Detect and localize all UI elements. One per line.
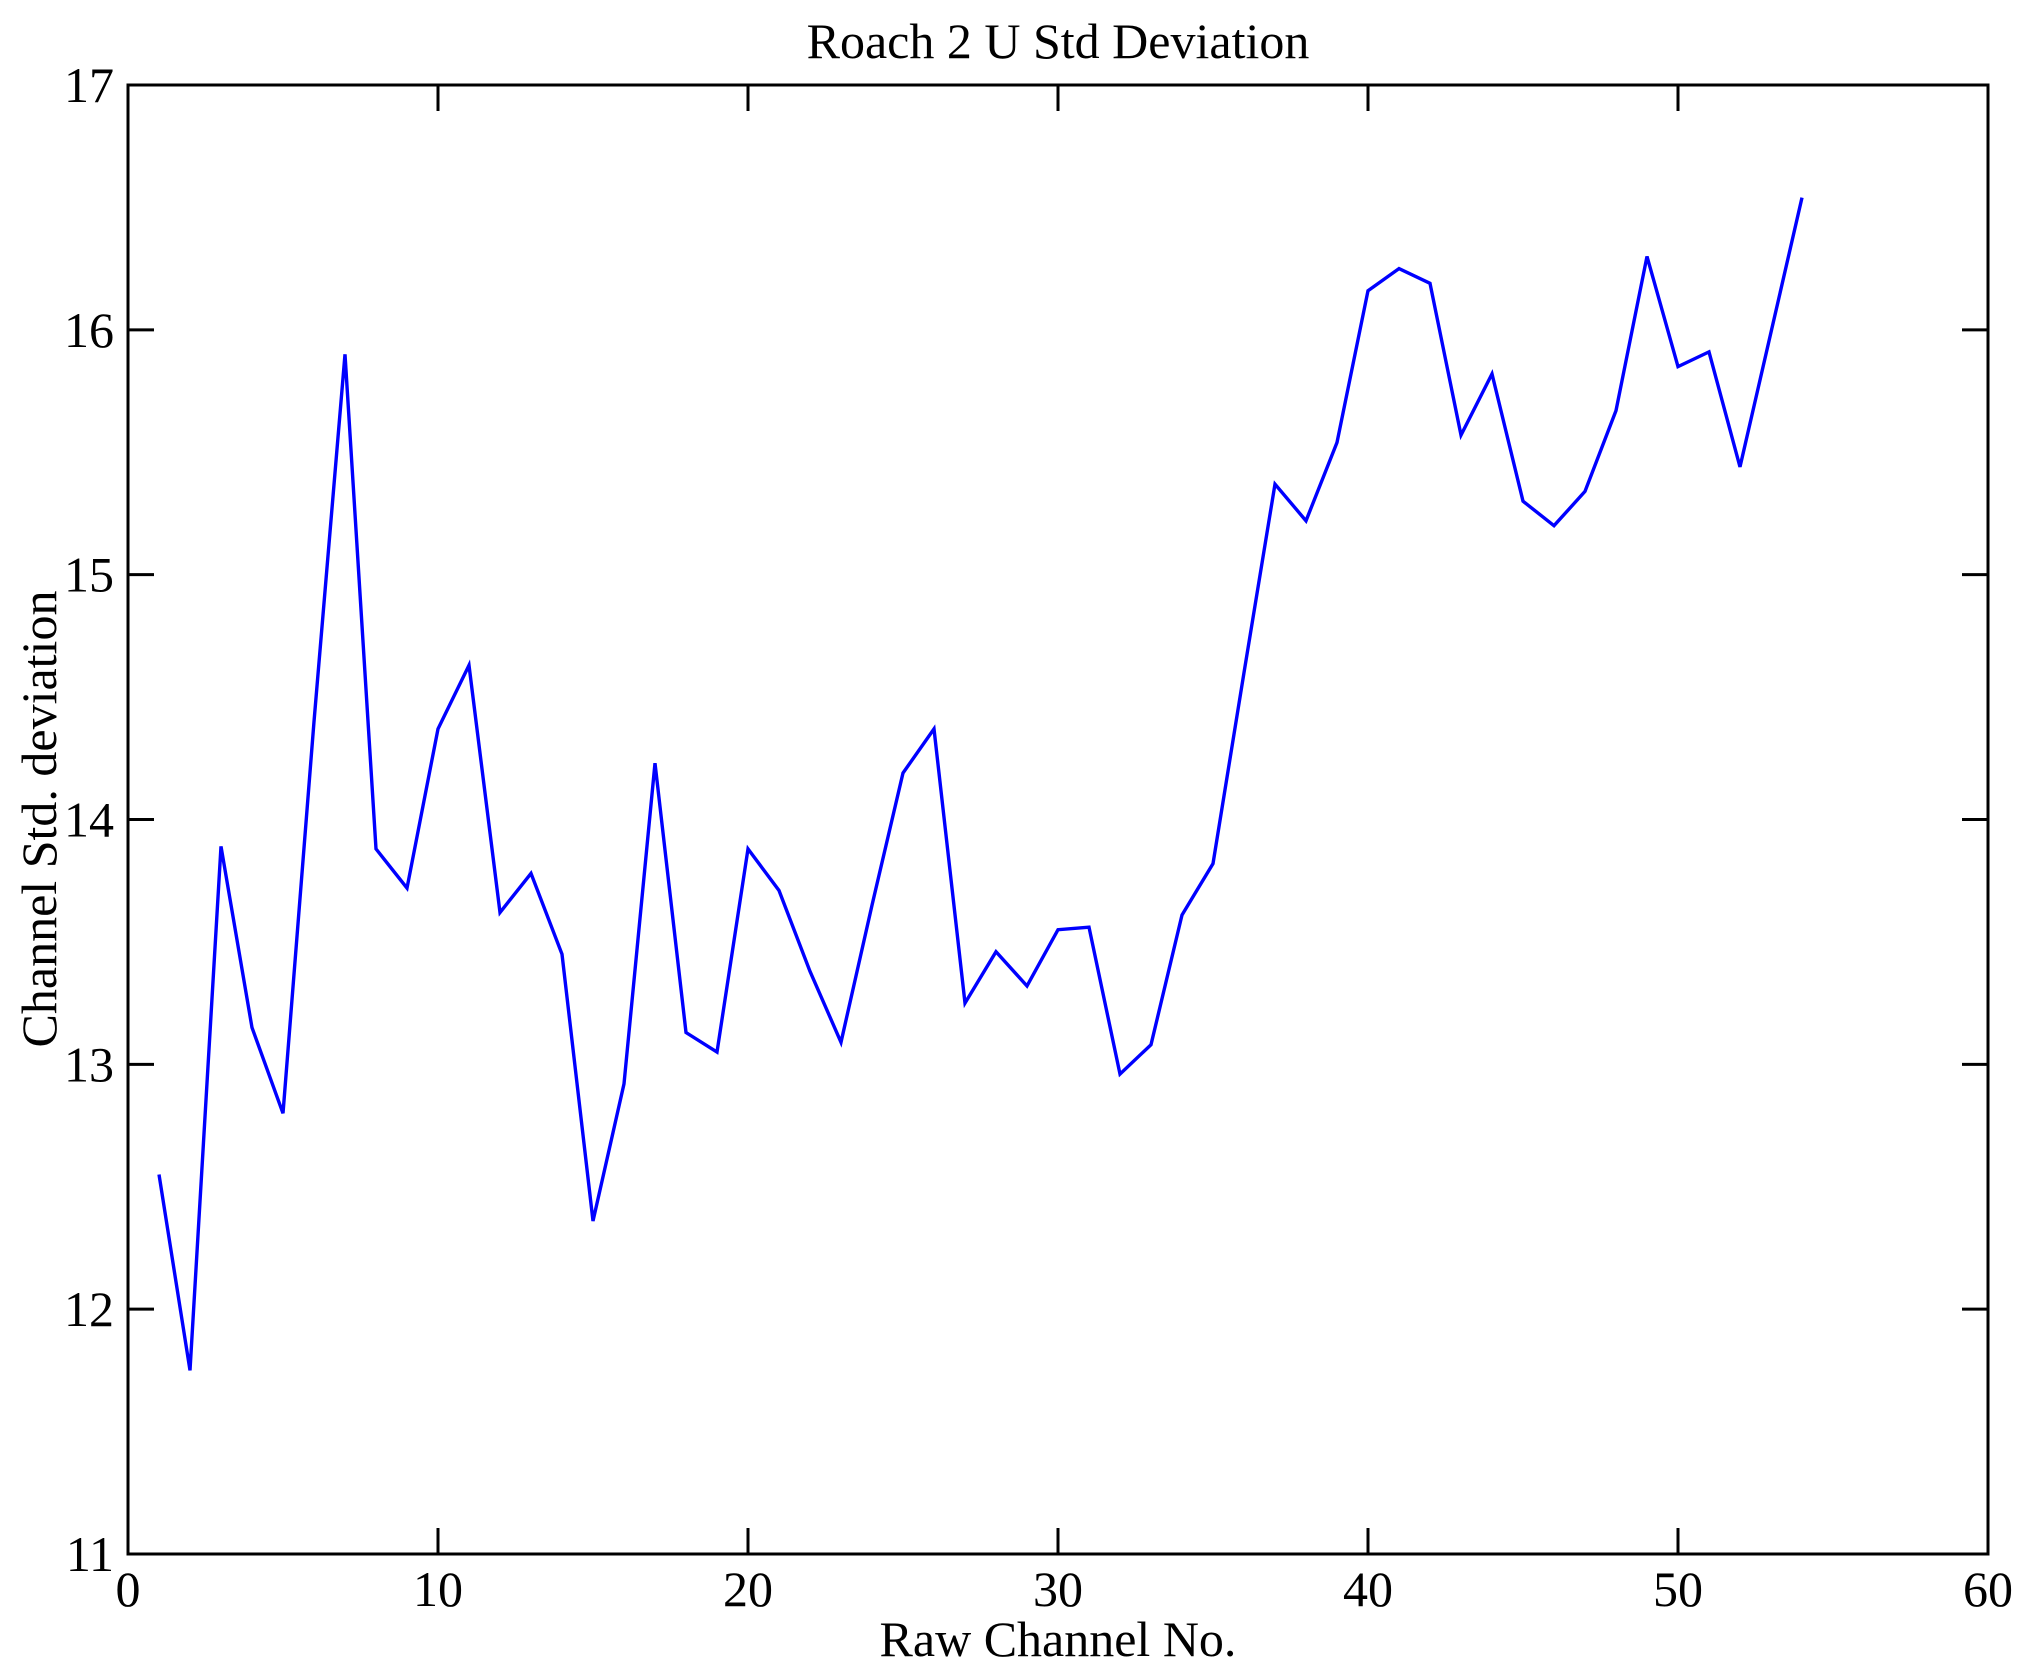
y-tick-label: 11 [66,1526,114,1582]
y-tick-labels: 11 12 13 14 15 16 17 [64,57,114,1582]
y-axis-label: Channel Std. deviation [11,591,67,1048]
chart-title: Roach 2 U Std Deviation [807,13,1310,69]
y-tick-label: 15 [64,547,114,603]
y-tick-label: 17 [64,57,114,113]
x-tick-label: 30 [1033,1561,1083,1617]
plot-area [128,85,1988,1554]
x-tick-label: 60 [1963,1561,2013,1617]
x-tick-labels: 0 10 20 30 40 50 60 [116,1561,2014,1617]
data-series-line [157,197,1804,1371]
y-tick-label: 13 [64,1036,114,1092]
x-tick-label: 40 [1343,1561,1393,1617]
x-tick-label: 10 [413,1561,463,1617]
x-tick-label: 0 [116,1561,141,1617]
x-axis-label: Raw Channel No. [880,1611,1237,1667]
y-tick-label: 14 [64,792,114,848]
y-tick-label: 16 [64,302,114,358]
y-tick-label: 12 [64,1281,114,1337]
x-tick-label: 50 [1653,1561,1703,1617]
axis-ticks [126,83,1990,1556]
x-tick-label: 20 [723,1561,773,1617]
